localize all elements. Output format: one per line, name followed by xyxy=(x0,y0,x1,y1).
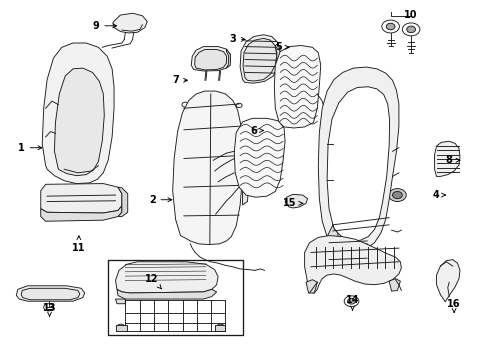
Circle shape xyxy=(347,298,355,304)
Polygon shape xyxy=(16,286,85,301)
Polygon shape xyxy=(318,67,399,251)
Text: 14: 14 xyxy=(346,295,359,311)
Circle shape xyxy=(389,189,406,202)
Polygon shape xyxy=(172,91,243,244)
Circle shape xyxy=(182,102,189,107)
Text: 10: 10 xyxy=(404,10,418,20)
Polygon shape xyxy=(116,262,218,293)
Polygon shape xyxy=(345,244,371,255)
Text: 15: 15 xyxy=(283,198,303,208)
Polygon shape xyxy=(305,235,401,293)
Polygon shape xyxy=(274,45,321,128)
Polygon shape xyxy=(191,46,230,71)
Polygon shape xyxy=(226,49,230,68)
Circle shape xyxy=(44,304,53,311)
Circle shape xyxy=(117,324,125,330)
Text: 2: 2 xyxy=(149,195,172,205)
Polygon shape xyxy=(116,325,127,330)
Polygon shape xyxy=(306,280,318,293)
Polygon shape xyxy=(285,194,308,208)
Text: 12: 12 xyxy=(146,274,161,289)
Circle shape xyxy=(217,324,224,330)
Polygon shape xyxy=(241,126,250,205)
Polygon shape xyxy=(118,187,128,217)
Text: 11: 11 xyxy=(72,236,86,253)
Circle shape xyxy=(386,23,395,30)
Polygon shape xyxy=(54,68,104,176)
Circle shape xyxy=(407,26,416,33)
Text: 16: 16 xyxy=(447,299,461,312)
Text: 3: 3 xyxy=(229,35,245,44)
Text: 8: 8 xyxy=(446,155,460,165)
Text: 9: 9 xyxy=(93,21,117,31)
Polygon shape xyxy=(42,43,114,184)
Polygon shape xyxy=(41,184,122,213)
Polygon shape xyxy=(117,289,217,299)
Polygon shape xyxy=(240,35,280,83)
Polygon shape xyxy=(41,206,122,221)
Circle shape xyxy=(392,192,402,199)
Polygon shape xyxy=(327,87,390,241)
Polygon shape xyxy=(113,13,147,33)
Text: 5: 5 xyxy=(275,42,289,52)
Circle shape xyxy=(344,296,359,307)
Circle shape xyxy=(402,23,420,36)
Polygon shape xyxy=(234,118,285,197)
Text: 6: 6 xyxy=(250,126,263,135)
Text: 7: 7 xyxy=(172,75,188,85)
Polygon shape xyxy=(21,288,80,300)
Polygon shape xyxy=(243,39,277,81)
Text: 13: 13 xyxy=(43,303,56,316)
Text: 4: 4 xyxy=(432,190,445,200)
Polygon shape xyxy=(389,279,400,291)
Polygon shape xyxy=(275,43,280,65)
Circle shape xyxy=(382,20,399,33)
Circle shape xyxy=(236,147,242,152)
Text: 1: 1 xyxy=(18,143,42,153)
Circle shape xyxy=(236,103,242,108)
Polygon shape xyxy=(215,325,225,330)
Circle shape xyxy=(182,168,189,174)
Polygon shape xyxy=(437,260,460,302)
Circle shape xyxy=(236,125,242,129)
Circle shape xyxy=(182,146,189,151)
Polygon shape xyxy=(435,141,460,176)
Circle shape xyxy=(182,124,189,129)
Polygon shape xyxy=(195,49,226,70)
FancyBboxPatch shape xyxy=(108,260,243,335)
Polygon shape xyxy=(327,225,339,246)
Polygon shape xyxy=(116,299,125,304)
